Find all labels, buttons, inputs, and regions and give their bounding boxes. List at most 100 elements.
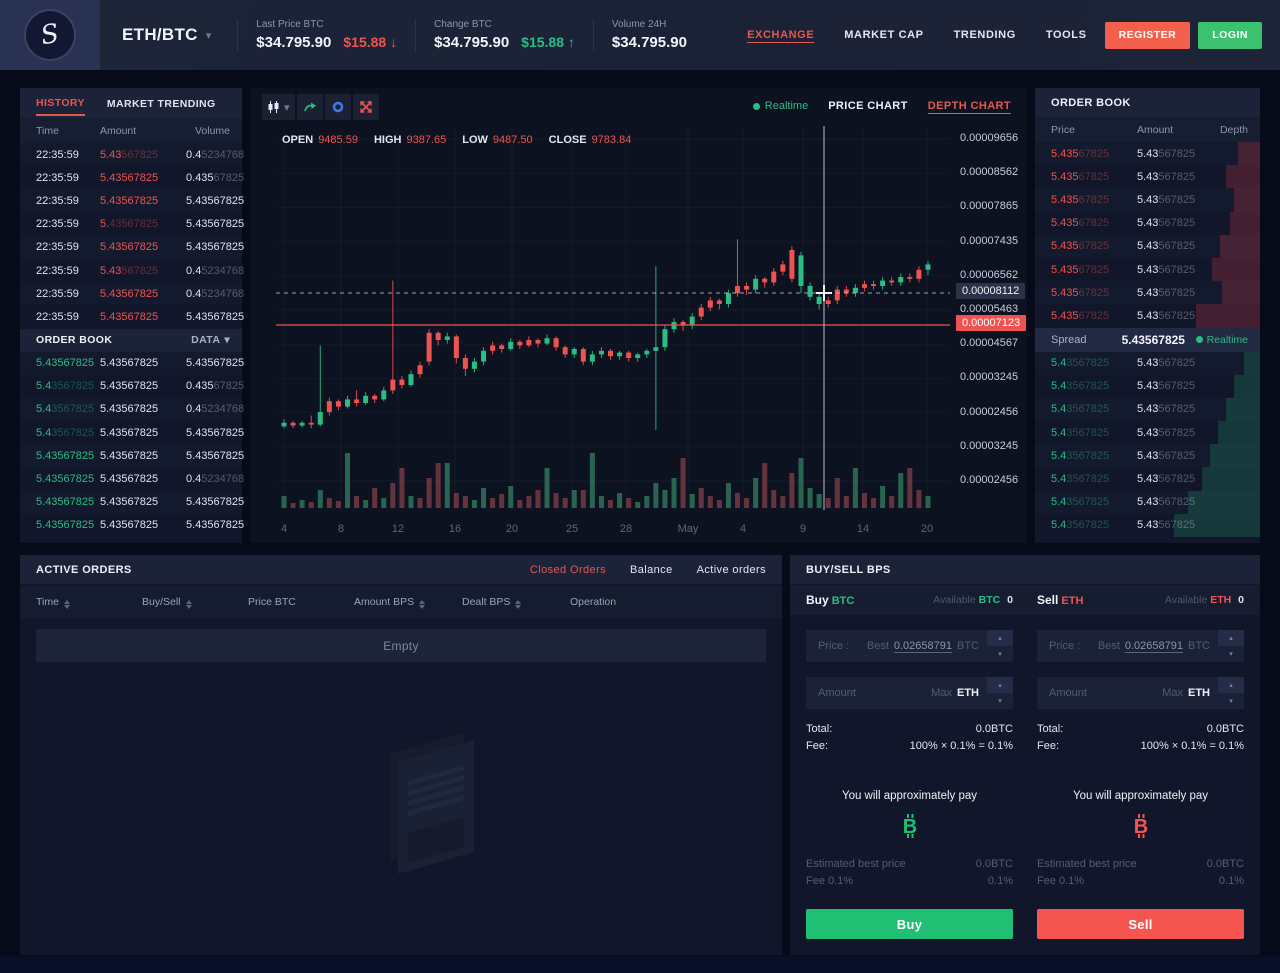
history-row: 22:35:59 5.43567825 5.43567825	[20, 189, 244, 213]
chart-type-button[interactable]: ▾	[262, 94, 295, 120]
stepper-up-icon[interactable]: ▴	[1218, 677, 1244, 693]
price-axis[interactable]: 0.00009656 0.00008562 0.00007865 0.00007435…	[952, 120, 1027, 543]
tab-depth-chart[interactable]: DEPTH CHART	[927, 100, 1011, 112]
stepper-down-icon[interactable]: ▾	[1218, 693, 1244, 709]
orderbook-row[interactable]: 5.43567825 5.43567825 5.43567825	[20, 514, 244, 537]
ask-row[interactable]: 5.43567825 5.43567825	[1035, 211, 1260, 235]
nav-tools[interactable]: TOOLS	[1045, 29, 1087, 41]
ask-row[interactable]: 5.43567825 5.43567825	[1035, 142, 1260, 166]
stepper-down-icon[interactable]: ▾	[1218, 646, 1244, 662]
candle-body	[481, 350, 487, 362]
stepper-up-icon[interactable]: ▴	[987, 630, 1013, 646]
orderbook-row[interactable]: 5.43567825 5.43567825 5.43567825	[20, 351, 244, 375]
ask-row[interactable]: 5.43567825 5.43567825	[1035, 304, 1260, 328]
register-button[interactable]: REGISTER	[1104, 21, 1191, 49]
nav-market-cap[interactable]: MARKET CAP	[844, 29, 924, 41]
y-axis-label: 0.00002456	[960, 474, 1019, 486]
stepper-up-icon[interactable]: ▴	[987, 677, 1013, 693]
candle-body	[308, 422, 314, 425]
volume-bar	[608, 500, 614, 508]
volume-bar	[698, 488, 704, 508]
volume-bar	[907, 468, 913, 508]
candlestick-chart-svg[interactable]: 4 8 12 16 20 25 28 May 4 9 14 20	[250, 120, 952, 543]
col-buy-sell[interactable]: Buy/Sell	[142, 596, 248, 609]
trade-time: 22:35:59	[36, 171, 79, 184]
sell-price-input[interactable]: Price : Best 0.02658791 BTC ▴ ▾	[1037, 630, 1244, 662]
tab-history[interactable]: HISTORY	[36, 90, 85, 116]
ask-row[interactable]: 5.43567825 5.43567825	[1035, 257, 1260, 282]
cell-value: 5.43567825	[1051, 147, 1110, 160]
brand-logo[interactable]: S	[0, 0, 100, 70]
sell-approx-label: You will approximately pay	[1072, 790, 1209, 802]
col-dealt[interactable]: Dealt BPS	[462, 596, 570, 609]
candle-body	[725, 293, 731, 304]
orderbook-row[interactable]: 5.43567825 5.43567825 5.43567825	[20, 444, 244, 468]
chevron-down-icon: ▾	[224, 334, 230, 346]
orderbook-row[interactable]: 5.43567825 5.43567825 5.43567825	[20, 490, 244, 514]
realtime-dot-icon	[752, 102, 760, 110]
price-chart[interactable]: 4 8 12 16 20 25 28 May 4 9 14 20	[250, 120, 952, 543]
sort-icon[interactable]	[419, 599, 426, 609]
candle-body	[517, 341, 523, 346]
orderbook-row[interactable]: 5.43567825 5.43567825 0.45234768	[20, 467, 244, 490]
buy-fee-row: Fee: 100% × 0.1% = 0.1%	[806, 740, 1013, 752]
bid-row[interactable]: 5.43567825 5.43567825	[1035, 397, 1260, 422]
bid-row[interactable]: 5.43567825 5.43567825	[1035, 444, 1260, 468]
realtime-indicator: Realtime	[752, 100, 808, 112]
bid-row[interactable]: 5.43567825 5.43567825	[1035, 374, 1260, 398]
volume-bar	[861, 493, 867, 508]
cell-value: 5.43567825	[1137, 426, 1196, 439]
fullscreen-button[interactable]	[352, 94, 379, 120]
tab-closed-orders[interactable]: Closed Orders	[529, 563, 607, 576]
indicator-button[interactable]	[296, 94, 323, 120]
login-button[interactable]: LOGIN	[1198, 21, 1262, 49]
col-time[interactable]: Time	[36, 596, 142, 609]
nav-exchange[interactable]: EXCHANGE	[747, 29, 815, 41]
sort-icon[interactable]	[515, 599, 522, 609]
tab-price-chart[interactable]: PRICE CHART	[828, 100, 908, 112]
buy-button[interactable]: Buy	[806, 909, 1013, 939]
volume-bar	[435, 463, 441, 508]
orderbook-row[interactable]: 5.43567825 5.43567825 0.43567825	[20, 375, 244, 398]
stepper-down-icon[interactable]: ▾	[987, 693, 1013, 709]
volume-bar	[317, 490, 323, 508]
orderbook-row[interactable]: 5.43567825 5.43567825 0.45234768	[20, 397, 244, 422]
ask-row[interactable]: 5.43567825 5.43567825	[1035, 281, 1260, 305]
tab-balance[interactable]: Balance	[630, 563, 673, 576]
ask-row[interactable]: 5.43567825 5.43567825	[1035, 165, 1260, 189]
sell-button[interactable]: Sell	[1037, 909, 1244, 939]
bid-row[interactable]: 5.43567825 5.43567825	[1035, 351, 1260, 375]
tab-active-orders[interactable]: Active orders	[696, 563, 766, 576]
sort-icon[interactable]	[63, 599, 70, 609]
pair-selector[interactable]: ETH/BTC ▾	[122, 25, 211, 45]
sort-icon[interactable]	[185, 599, 192, 609]
stepper-down-icon[interactable]: ▾	[987, 646, 1013, 662]
curved-arrow-icon	[303, 102, 316, 112]
bid-row[interactable]: 5.43567825 5.43567825	[1035, 490, 1260, 514]
candle-body	[716, 300, 722, 304]
tab-market-trending[interactable]: MARKET TRENDING	[106, 98, 216, 110]
buy-price-input[interactable]: Price : Best 0.02658791 BTC ▴ ▾	[806, 630, 1013, 662]
cell-value: 5.43567825	[1137, 240, 1196, 253]
cell-value: 5.43567825	[1137, 403, 1196, 416]
sell-amount-input[interactable]: Amount Max ETH ▴ ▾	[1037, 677, 1244, 709]
settings-button[interactable]	[324, 94, 351, 120]
volume-bar	[462, 496, 468, 508]
bid-row[interactable]: 5.43567825 5.43567825	[1035, 513, 1260, 537]
bid-row[interactable]: 5.43567825 5.43567825	[1035, 467, 1260, 491]
orderbook-row[interactable]: 5.43567825 5.43567825 5.43567825	[20, 421, 244, 444]
volume-bar	[753, 478, 759, 508]
svg-text:B: B	[1133, 816, 1147, 838]
volume-bar	[571, 490, 577, 508]
ask-row[interactable]: 5.43567825 5.43567825	[1035, 234, 1260, 258]
ask-row[interactable]: 5.43567825 5.43567825	[1035, 188, 1260, 212]
nav-trending[interactable]: TRENDING	[953, 29, 1016, 41]
cell-value: 5.43567825	[1137, 170, 1196, 183]
buy-amount-input[interactable]: Amount Max ETH ▴ ▾	[806, 677, 1013, 709]
cell-value: 5.43567825	[1137, 263, 1196, 276]
col-amount[interactable]: Amount BPS	[354, 596, 462, 609]
stepper-up-icon[interactable]: ▴	[1218, 630, 1244, 646]
data-dropdown[interactable]: DATA ▾	[191, 334, 230, 346]
cell-value: 5.43567825	[1051, 170, 1110, 183]
bid-row[interactable]: 5.43567825 5.43567825	[1035, 421, 1260, 445]
